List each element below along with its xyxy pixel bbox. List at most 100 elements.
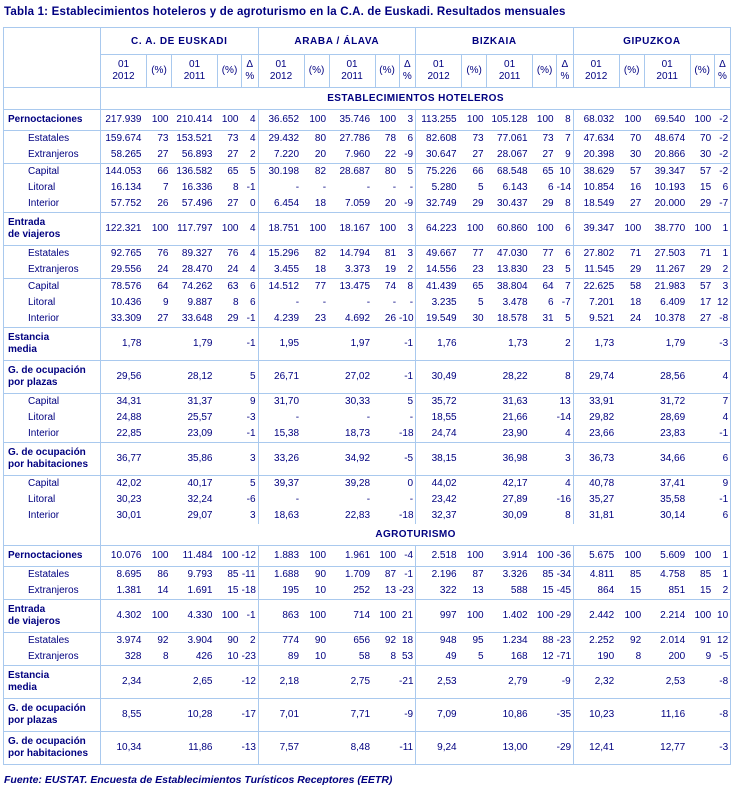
data-cell — [462, 426, 487, 443]
data-cell: -2 — [719, 149, 729, 160]
data-cell: - — [322, 182, 327, 193]
data-cell — [619, 508, 644, 524]
data-cell — [462, 410, 487, 426]
data-cell: 3.373 — [345, 264, 371, 275]
data-cell: 4.239 — [257, 311, 305, 328]
data-cell: 38.770 — [644, 212, 691, 246]
data-cell: 997 — [415, 599, 462, 633]
data-cell: 100 — [375, 599, 400, 633]
corner-cell — [3, 27, 101, 88]
table-row: Extranjeros 1.381 14 1.691 15 -18 195 10 252 13 -2… — [3, 583, 731, 600]
data-cell: 4 — [722, 412, 729, 423]
period-header: (%) — [532, 54, 557, 88]
data-cell: 8 — [565, 510, 571, 521]
data-cell: 10.854 — [572, 180, 620, 196]
data-cell: 39,28 — [329, 475, 376, 492]
table-row: Extranjeros 328 8 426 10 -23 89 10 58 8 53 49 5 168 12… — [3, 649, 731, 666]
data-cell: 588 — [510, 585, 528, 596]
data-cell: 100 — [461, 212, 487, 246]
data-cell: -7 — [719, 198, 729, 209]
data-cell: 27.503 — [644, 245, 691, 262]
data-cell: 31,70 — [257, 393, 305, 410]
data-cell: 82 — [304, 163, 330, 180]
table-row: Litoral 10.436 9 9.887 8 6- - - - -3.235 5 3.478 6 -7… — [3, 295, 731, 311]
data-cell: - — [366, 494, 371, 505]
data-cell: 29 — [700, 198, 712, 209]
data-cell: 8 — [232, 182, 239, 193]
data-cell: 3 — [399, 109, 416, 131]
data-cell — [619, 442, 645, 476]
data-cell: 5.280 — [415, 180, 462, 196]
data-cell: 37,41 — [644, 475, 691, 492]
data-cell: 100 — [461, 109, 487, 131]
data-cell: 9,24 — [415, 731, 462, 765]
data-cell: 2,32 — [572, 665, 620, 699]
data-cell: 65 — [217, 163, 242, 180]
data-cell: 7,57 — [257, 731, 305, 765]
data-cell: 774 — [257, 632, 305, 649]
data-cell: 20.000 — [654, 198, 686, 209]
section-banner-row: AGROTURISMO — [3, 524, 731, 546]
data-cell: 3.904 — [171, 632, 218, 649]
data-cell — [218, 492, 242, 508]
data-cell: 27.802 — [572, 245, 620, 262]
table-row: Litoral 30,23 32,24 -6- - -23,42 27,89 -16 35,27… — [3, 492, 731, 508]
data-cell: 14 — [157, 585, 169, 596]
data-cell: 15 — [630, 585, 642, 596]
data-cell: 6 — [241, 278, 259, 295]
data-cell: -23 — [556, 632, 574, 649]
data-cell: 66 — [461, 163, 487, 180]
data-cell: 39.347 — [572, 212, 620, 246]
data-cell: - — [392, 182, 397, 193]
data-cell: -17 — [241, 698, 259, 732]
data-cell — [690, 475, 715, 492]
data-cell: 8,55 — [100, 698, 147, 732]
table-row: Interior 57.752 26 57.496 27 0 6.454 18 7.059 20-… — [3, 196, 731, 213]
data-cell: 100 — [146, 545, 172, 567]
data-cell: -7 — [561, 297, 571, 308]
data-cell — [146, 475, 172, 492]
data-cell — [690, 698, 715, 732]
data-cell: 27 — [630, 198, 642, 209]
data-cell — [619, 327, 645, 361]
data-cell — [304, 426, 329, 443]
data-cell: 9 — [162, 297, 169, 308]
data-cell: 7 — [162, 182, 169, 193]
data-cell: 11,16 — [644, 698, 691, 732]
data-cell: 27 — [542, 149, 554, 160]
data-cell — [690, 508, 714, 524]
data-cell: 77 — [304, 278, 330, 295]
data-cell — [375, 508, 399, 524]
data-cell: 122.321 — [100, 212, 147, 246]
data-cell: 90 — [304, 566, 330, 583]
data-cell — [462, 508, 487, 524]
data-cell: 1,76 — [415, 327, 462, 361]
data-cell: -13 — [241, 731, 259, 765]
data-cell: 36,98 — [486, 442, 533, 476]
data-cell: 64.223 — [415, 212, 462, 246]
data-cell: 14.794 — [329, 245, 376, 262]
data-cell: 3 — [399, 212, 416, 246]
data-cell — [461, 360, 487, 394]
row-label: Capital — [3, 278, 101, 295]
data-cell: 19 — [384, 264, 397, 275]
data-cell — [461, 475, 487, 492]
data-cell: 24,74 — [415, 426, 462, 443]
data-cell: 714 — [329, 599, 376, 633]
table-row: Entrada de viajeros 4.302 100 4.330 100 -1 863… — [3, 599, 731, 633]
data-cell: -12 — [241, 545, 259, 567]
data-cell: 190 — [572, 649, 620, 666]
row-label: Estancia media — [3, 327, 101, 361]
table-row: Entrada de viajeros 122.321 100 117.797 100 4… — [3, 212, 731, 246]
data-cell: 27 — [472, 149, 484, 160]
data-cell: 38,15 — [415, 442, 462, 476]
data-cell: 40,78 — [572, 475, 620, 492]
data-cell: 1,79 — [644, 327, 691, 361]
data-cell: 74.262 — [171, 278, 218, 295]
data-cell — [375, 393, 400, 410]
table-row: Capital 78.576 64 74.262 63 6 14.512 77 13.475 74… — [3, 278, 731, 295]
data-cell: 8 — [399, 278, 416, 295]
data-cell: -5 — [399, 442, 416, 476]
data-cell: 18,63 — [257, 508, 305, 524]
data-cell — [218, 508, 242, 524]
